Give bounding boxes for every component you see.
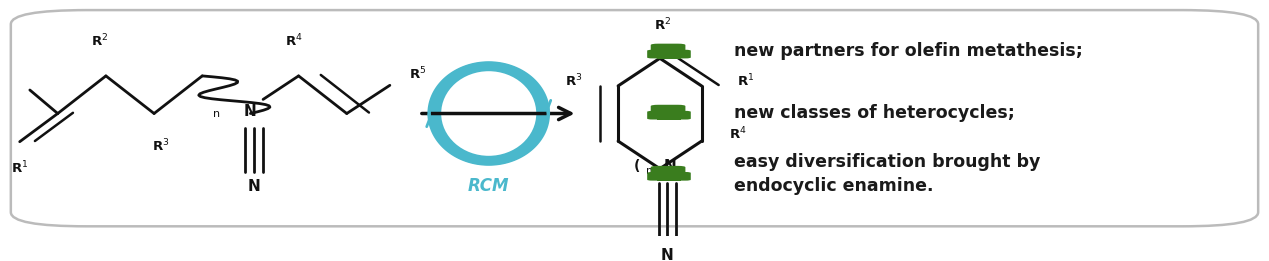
Text: R$^3$: R$^3$	[565, 73, 582, 90]
Text: R$^1$: R$^1$	[737, 73, 754, 90]
Text: N: N	[244, 104, 256, 119]
FancyBboxPatch shape	[651, 166, 685, 175]
Text: R$^1$: R$^1$	[11, 159, 28, 176]
Text: N: N	[247, 179, 260, 194]
Text: R$^3$: R$^3$	[152, 138, 169, 155]
Text: Ru: Ru	[476, 100, 503, 118]
Text: easy diversification brought by
endocyclic enamine.: easy diversification brought by endocycl…	[735, 153, 1041, 194]
FancyBboxPatch shape	[651, 44, 685, 53]
Bar	[657, 118, 681, 120]
Text: n: n	[213, 109, 220, 118]
Text: R$^4$: R$^4$	[730, 126, 747, 142]
FancyBboxPatch shape	[11, 10, 1258, 226]
Ellipse shape	[429, 62, 549, 165]
Bar	[657, 57, 681, 59]
Text: new partners for olefin metathesis;: new partners for olefin metathesis;	[735, 43, 1084, 61]
Ellipse shape	[442, 71, 537, 156]
FancyBboxPatch shape	[647, 172, 690, 181]
Bar	[657, 179, 681, 181]
Text: R$^5$: R$^5$	[409, 65, 426, 82]
Text: R$^4$: R$^4$	[284, 32, 302, 49]
Text: N: N	[661, 248, 674, 261]
FancyBboxPatch shape	[647, 111, 690, 120]
FancyBboxPatch shape	[647, 50, 690, 58]
Text: new classes of heterocycles;: new classes of heterocycles;	[735, 104, 1015, 122]
Text: R$^2$: R$^2$	[654, 17, 671, 34]
Text: n: n	[646, 166, 654, 176]
Text: (: (	[633, 159, 641, 173]
Text: RCM: RCM	[468, 177, 509, 195]
Text: N: N	[664, 159, 676, 174]
FancyBboxPatch shape	[651, 105, 685, 114]
Text: R$^2$: R$^2$	[91, 32, 108, 49]
